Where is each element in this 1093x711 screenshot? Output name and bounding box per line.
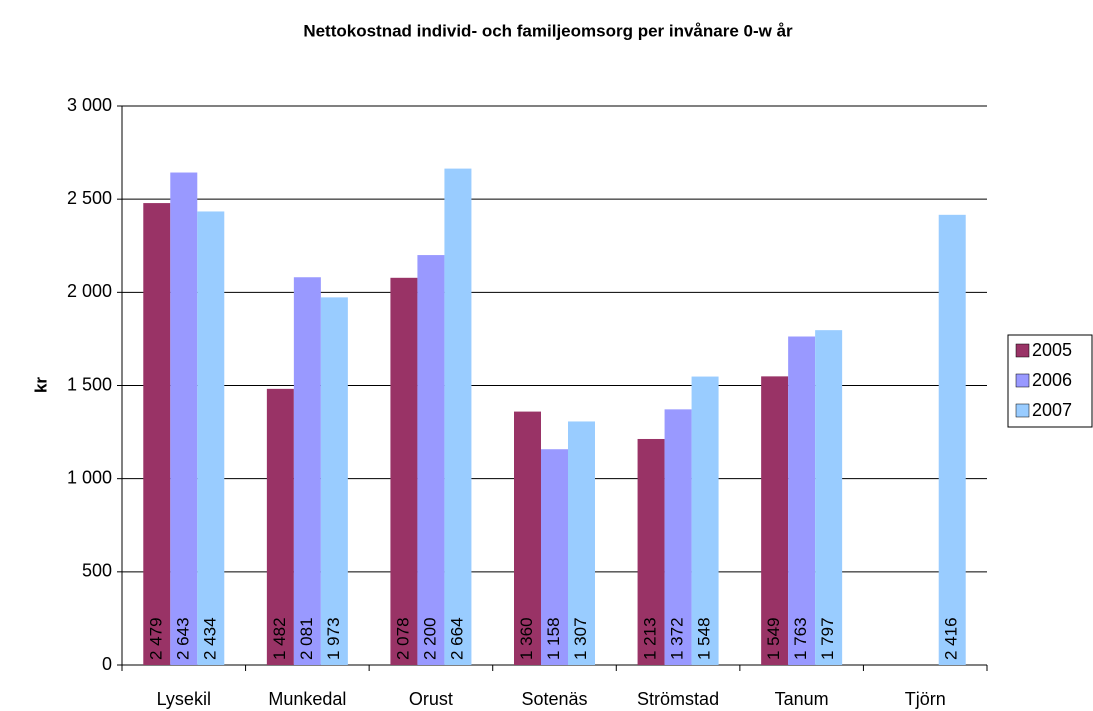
y-tick-label: 2 500 xyxy=(67,188,112,208)
value-label: 1 763 xyxy=(791,617,810,660)
bar xyxy=(815,330,843,665)
value-label: 1 797 xyxy=(818,617,837,660)
y-tick-label: 3 000 xyxy=(67,95,112,115)
y-axis-label: kr xyxy=(31,377,50,393)
value-label: 1 360 xyxy=(517,617,536,660)
x-tick-label: Munkedal xyxy=(268,689,346,709)
bar xyxy=(293,277,321,665)
bar xyxy=(390,277,418,665)
x-tick-label: Sotenäs xyxy=(521,689,587,709)
y-tick-label: 500 xyxy=(82,561,112,581)
legend-swatch xyxy=(1015,373,1030,388)
bar xyxy=(761,376,789,665)
y-tick-label: 1 500 xyxy=(67,374,112,394)
bar xyxy=(541,449,568,665)
x-tick-label: Tjörn xyxy=(905,689,946,709)
y-tick-label: 1 000 xyxy=(67,467,112,487)
value-label: 2 416 xyxy=(942,617,961,660)
legend-label: 2006 xyxy=(1032,370,1072,390)
legend-label: 2007 xyxy=(1032,400,1072,420)
bar xyxy=(664,409,692,665)
x-tick-label: Orust xyxy=(409,689,453,709)
bar xyxy=(320,297,348,665)
x-tick-label: Lysekil xyxy=(157,689,211,709)
value-label: 2 081 xyxy=(297,617,316,660)
bar xyxy=(938,214,966,665)
value-label: 1 307 xyxy=(571,617,590,660)
legend-swatch xyxy=(1015,343,1030,358)
value-label: 2 664 xyxy=(447,617,466,660)
value-label: 2 643 xyxy=(173,617,192,660)
bar xyxy=(788,336,816,665)
bar xyxy=(266,388,294,665)
bar xyxy=(444,168,472,665)
value-label: 1 973 xyxy=(324,617,343,660)
value-label: 1 549 xyxy=(764,617,783,660)
value-label: 1 548 xyxy=(695,617,714,660)
bar xyxy=(691,376,719,665)
value-label: 2 078 xyxy=(393,617,412,660)
value-label: 1 482 xyxy=(270,617,289,660)
bar xyxy=(417,255,445,666)
value-label: 1 372 xyxy=(668,617,687,660)
value-label: 2 200 xyxy=(420,617,439,660)
bar xyxy=(170,172,198,665)
legend-swatch xyxy=(1015,403,1030,418)
bar xyxy=(514,411,541,665)
bar xyxy=(197,211,225,665)
chart-title: Nettokostnad individ- och familjeomsorg … xyxy=(303,21,793,40)
x-tick-label: Strömstad xyxy=(637,689,719,709)
value-label: 1 213 xyxy=(641,617,660,660)
value-label: 2 479 xyxy=(146,617,165,660)
legend-label: 2005 xyxy=(1032,340,1072,360)
y-tick-label: 0 xyxy=(102,654,112,674)
value-label: 1 158 xyxy=(544,617,563,660)
bar xyxy=(637,438,665,665)
bar xyxy=(568,421,595,665)
y-tick-label: 2 000 xyxy=(67,281,112,301)
bar xyxy=(143,203,171,666)
x-tick-label: Tanum xyxy=(775,689,829,709)
value-label: 2 434 xyxy=(200,617,219,660)
